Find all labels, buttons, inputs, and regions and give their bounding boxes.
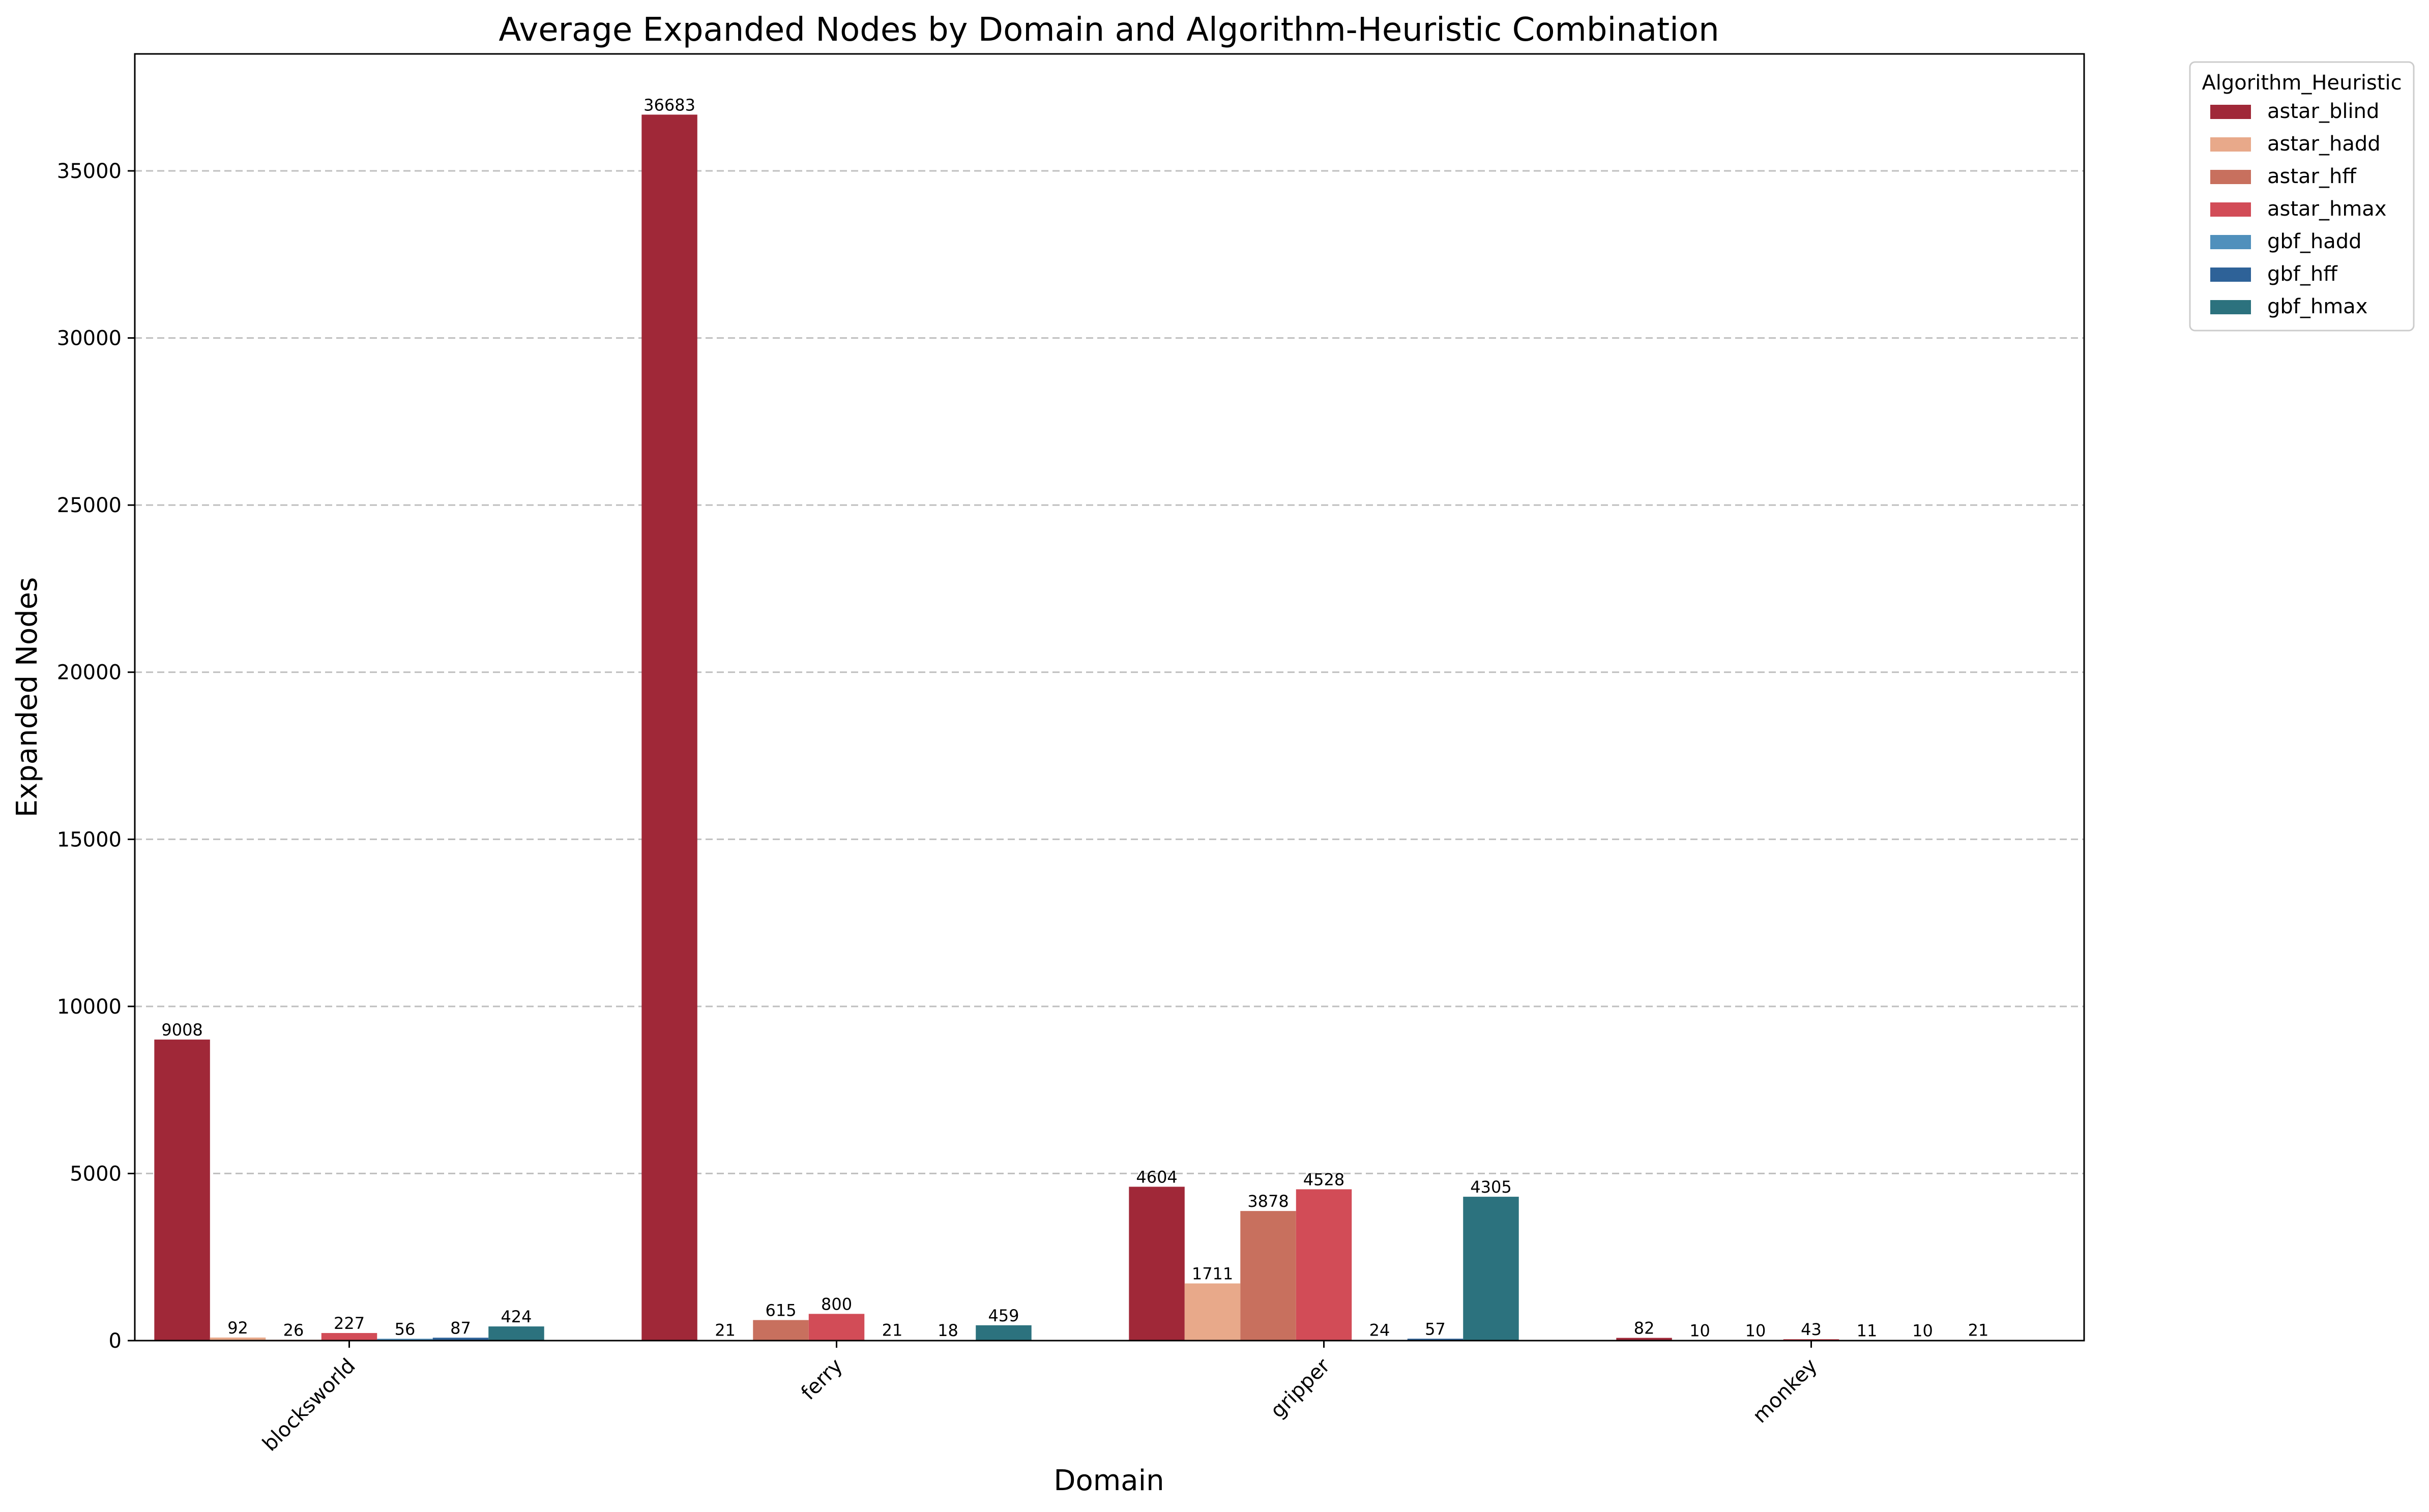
bar-value-label: 21 [882, 1321, 903, 1340]
x-axis-label: Domain [1053, 1464, 1164, 1497]
legend-label-astar_hff: astar_hff [2267, 165, 2357, 188]
bar-value-label: 800 [821, 1294, 852, 1314]
bar-value-label: 4604 [1136, 1167, 1177, 1187]
bar-value-label: 21 [715, 1321, 736, 1340]
bar-value-label: 227 [334, 1314, 365, 1333]
bar-astar_hff-gripper [1240, 1211, 1296, 1341]
x-tick-label: ferry [797, 1354, 847, 1405]
legend-swatch-astar_hff [2210, 170, 2251, 184]
legend-swatch-gbf_hadd [2210, 235, 2251, 249]
bar-value-label: 10 [1689, 1321, 1710, 1340]
legend-label-gbf_hadd: gbf_hadd [2267, 230, 2362, 253]
x-tick-label: monkey [1748, 1354, 1822, 1428]
legend-label-astar_blind: astar_blind [2267, 100, 2379, 123]
legend-title: Algorithm_Heuristic [2202, 71, 2402, 95]
legend-swatch-astar_hmax [2210, 202, 2251, 217]
bar-value-label: 92 [227, 1318, 248, 1338]
legend-frame [2189, 61, 2415, 332]
bar-astar_blind-monkey [1616, 1338, 1672, 1341]
x-axis: blocksworld ferry gripper monkey [258, 1341, 1822, 1456]
chart-title: Average Expanded Nodes by Domain and Alg… [499, 11, 1719, 49]
bar-value-label: 10 [1745, 1321, 1766, 1340]
bar-astar_blind-gripper [1129, 1187, 1185, 1341]
legend-label-astar_hmax: astar_hmax [2267, 197, 2387, 221]
legend-swatch-gbf_hmax [2210, 300, 2251, 314]
bar-value-label: 21 [1968, 1321, 1989, 1340]
bar-gbf_hmax-gripper [1463, 1197, 1519, 1341]
bar-value-label: 615 [765, 1301, 796, 1320]
bar-labels: 9008 92 26 227 56 87 424 36683 21 615 800 21 18 459 46… [161, 95, 1988, 1340]
bar-value-label: 18 [938, 1321, 958, 1340]
legend-swatch-astar_blind [2210, 105, 2251, 119]
y-tick-label: 0 [109, 1329, 122, 1353]
bar-value-label: 4305 [1470, 1177, 1511, 1197]
y-axis: 0 5000 10000 15000 20000 25000 30000 35000 [57, 160, 135, 1353]
bar-gbf_hff-gripper [1407, 1339, 1464, 1341]
bar-value-label: 24 [1369, 1320, 1390, 1340]
bar-value-label: 26 [283, 1320, 304, 1340]
legend: Algorithm_Heuristic astar_blind astar_had… [2189, 61, 2415, 332]
bar-astar_hmax-ferry [808, 1314, 865, 1341]
bar-value-label: 57 [1425, 1319, 1446, 1339]
bars [154, 114, 2006, 1341]
bar-value-label: 87 [450, 1318, 471, 1338]
legend-label-astar_hadd: astar_hadd [2267, 132, 2381, 156]
bar-value-label: 459 [988, 1306, 1019, 1325]
y-tick-label: 30000 [57, 327, 122, 350]
y-tick-label: 25000 [57, 494, 122, 517]
bar-value-label: 10 [1912, 1321, 1933, 1340]
bar-gbf_hmax-blocksworld [488, 1326, 544, 1341]
bar-value-label: 9008 [161, 1020, 202, 1040]
bar-gbf_hmax-ferry [976, 1325, 1032, 1341]
y-tick-label: 15000 [57, 828, 122, 851]
bar-astar_hmax-gripper [1296, 1189, 1352, 1341]
y-axis-label: Expanded Nodes [11, 577, 44, 818]
bar-gbf_hadd-blocksworld [377, 1339, 433, 1341]
bar-value-label: 82 [1634, 1319, 1655, 1338]
bar-astar_hadd-gripper [1184, 1283, 1241, 1341]
bar-astar_hmax-blocksworld [321, 1333, 377, 1341]
bar-value-label: 43 [1801, 1320, 1822, 1339]
legend-label-gbf_hff: gbf_hff [2267, 262, 2338, 286]
y-tick-label: 35000 [57, 160, 122, 183]
bar-value-label: 1711 [1192, 1264, 1233, 1284]
bar-value-label: 4528 [1303, 1170, 1344, 1189]
bar-astar_hadd-blocksworld [210, 1337, 266, 1341]
bar-value-label: 56 [395, 1319, 416, 1339]
legend-swatch-gbf_hff [2210, 268, 2251, 282]
y-tick-label: 5000 [70, 1162, 122, 1185]
bar-value-label: 36683 [643, 95, 695, 114]
bar-value-label: 11 [1857, 1321, 1878, 1340]
legend-swatch-astar_hadd [2210, 137, 2251, 152]
bar-astar_blind-blocksworld [154, 1040, 210, 1341]
x-tick-label: gripper [1266, 1354, 1335, 1422]
y-tick-label: 20000 [57, 661, 122, 685]
y-tick-label: 10000 [57, 995, 122, 1019]
x-tick-label: blocksworld [258, 1354, 360, 1456]
bar-value-label: 424 [501, 1307, 532, 1326]
bar-value-label: 3878 [1247, 1192, 1289, 1211]
bar-gbf_hff-blocksworld [432, 1338, 489, 1341]
plot-frame [134, 53, 2085, 1342]
bar-astar_hff-ferry [753, 1320, 809, 1341]
grid-lines [135, 170, 2084, 1174]
legend-label-gbf_hmax: gbf_hmax [2267, 295, 2367, 318]
bar-astar_blind-ferry [641, 114, 697, 1341]
